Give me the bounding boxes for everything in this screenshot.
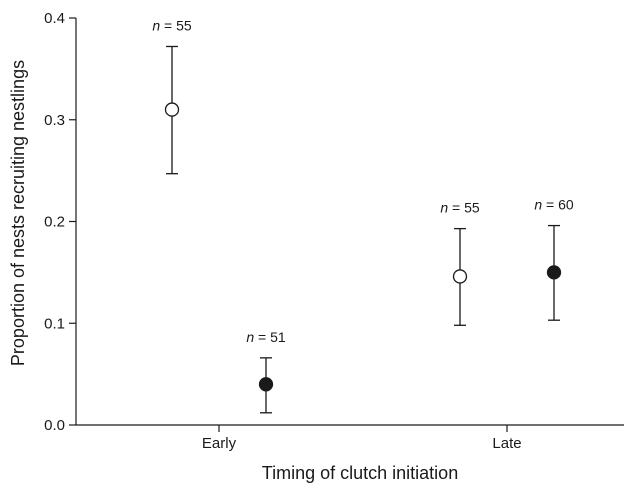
y-tick-label: 0.2 — [44, 214, 65, 231]
sample-size-label: n = 51 — [246, 329, 286, 345]
sample-size-value: = 51 — [254, 329, 286, 345]
y-axis-title: Proportion of nests recruiting nestlings — [8, 60, 28, 366]
sample-size-value: = 55 — [448, 200, 480, 216]
sample-size-label: n = 55 — [152, 17, 192, 33]
sample-size-symbol: n — [246, 329, 254, 345]
sample-size-value: = 60 — [542, 197, 574, 213]
data-point-group: n = 55 — [152, 17, 192, 175]
data-point-group: n = 51 — [246, 329, 286, 414]
y-tick-label: 0.0 — [44, 417, 65, 434]
sample-size-symbol: n — [152, 17, 160, 33]
sample-size-label: n = 60 — [534, 197, 574, 213]
x-tick-label: Late — [492, 435, 521, 452]
data-point-group: n = 55 — [440, 200, 480, 326]
sample-size-label: n = 55 — [440, 200, 480, 216]
sample-size-symbol: n — [440, 200, 448, 216]
filled-point-marker — [258, 377, 274, 392]
y-tick-label: 0.3 — [44, 112, 65, 129]
x-axis-ticks: Early Late — [202, 425, 522, 452]
x-tick-label: Early — [202, 435, 237, 452]
x-axis-title: Timing of clutch initiation — [262, 463, 458, 483]
data-point-group: n = 60 — [534, 197, 574, 321]
plot-area: 0.00.10.20.30.4 Early Late n = 55n = 55n … — [44, 10, 624, 452]
open-point-marker — [164, 102, 180, 117]
y-tick-label: 0.4 — [44, 10, 65, 27]
data-marks: n = 55n = 55n = 51n = 60 — [152, 17, 574, 414]
filled-point-marker — [546, 265, 562, 280]
sample-size-value: = 55 — [160, 17, 192, 33]
y-tick-label: 0.1 — [44, 315, 65, 332]
open-point-marker — [452, 269, 468, 284]
y-axis-ticks: 0.0 0.1 0.2 0.3 0.4 — [44, 10, 76, 434]
sample-size-symbol: n — [534, 197, 542, 213]
